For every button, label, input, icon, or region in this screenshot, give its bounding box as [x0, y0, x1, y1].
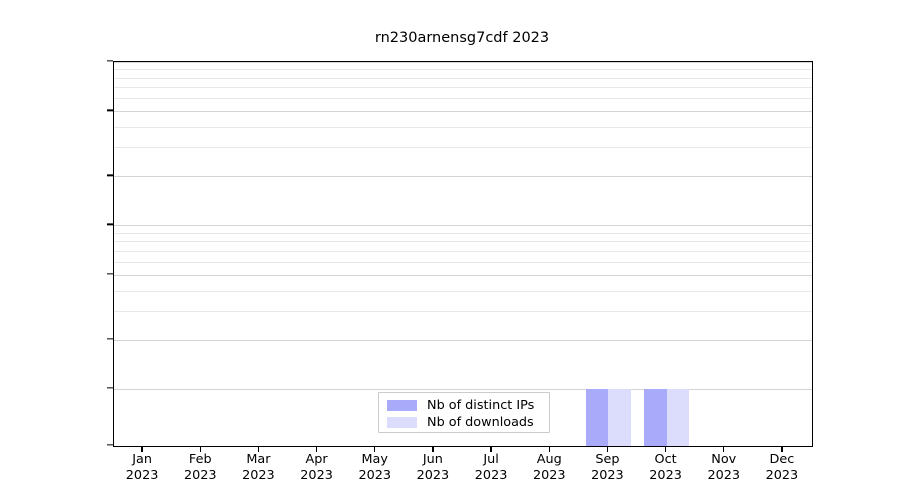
y-tick-mark: [107, 273, 113, 275]
chart-title: rn230arnensg7cdf 2023: [374, 30, 550, 46]
y-tick-mark: [107, 109, 113, 111]
gridline: [114, 62, 812, 63]
gridline: [114, 127, 812, 129]
plot-area: [113, 61, 813, 447]
x-tick-label: Apr 2023: [300, 452, 333, 483]
gridline: [114, 98, 812, 100]
x-tick-label: Jan 2023: [125, 452, 159, 483]
gridline: [114, 241, 812, 243]
bar: [666, 388, 690, 446]
x-tick-label: Aug 2023: [532, 452, 566, 483]
gridline: [114, 388, 812, 390]
bar: [643, 388, 667, 446]
x-tick-mark: [374, 446, 376, 452]
gridline: [114, 232, 812, 234]
legend-swatch-icon: [387, 399, 417, 411]
x-tick-mark: [664, 446, 667, 452]
x-tick-mark: [606, 446, 609, 452]
x-tick-label: Mar 2023: [242, 452, 275, 483]
y-tick-mark: [107, 387, 113, 389]
gridline: [114, 87, 812, 89]
gridline: [114, 69, 812, 71]
gridline: [114, 310, 812, 312]
chart-legend: Nb of distinct IPs Nb of downloads: [378, 392, 550, 433]
legend-label: Nb of downloads: [427, 414, 534, 430]
gridline: [114, 250, 812, 252]
y-tick-mark: [107, 60, 113, 62]
x-tick-mark: [432, 446, 434, 452]
legend-label: Nb of distinct IPs: [427, 397, 535, 413]
y-tick-mark: [107, 338, 113, 340]
y-tick-mark: [107, 444, 113, 446]
legend-item-distinct-ips: Nb of distinct IPs: [387, 397, 543, 413]
x-tick-label: Jun 2023: [416, 452, 450, 483]
gridline: [114, 274, 812, 276]
y-tick-mark: [107, 223, 113, 226]
x-tick-label: Feb 2023: [183, 452, 217, 483]
gridline: [114, 225, 812, 227]
x-tick-mark: [781, 446, 783, 452]
gridline: [114, 111, 812, 113]
x-tick-mark: [723, 446, 725, 452]
gridline: [114, 176, 812, 178]
x-tick-label: Sep 2023: [591, 452, 624, 483]
gridline: [114, 339, 812, 341]
x-tick-label: May 2023: [358, 452, 392, 483]
gridline: [114, 261, 812, 263]
gridline: [114, 290, 812, 292]
x-tick-mark: [315, 446, 318, 452]
bar: [585, 388, 609, 446]
x-tick-label: Dec 2023: [765, 452, 799, 483]
x-tick-mark: [141, 446, 143, 452]
legend-swatch-icon: [387, 416, 417, 428]
x-tick-mark: [548, 446, 550, 452]
gridline: [114, 147, 812, 149]
gridline: [114, 77, 812, 79]
bar: [608, 388, 632, 446]
x-tick-mark: [199, 446, 201, 452]
x-tick-mark: [257, 446, 260, 452]
y-tick-mark: [107, 174, 113, 176]
legend-item-downloads: Nb of downloads: [387, 414, 543, 430]
x-tick-mark: [490, 446, 492, 452]
x-tick-label: Jul 2023: [474, 452, 508, 483]
plot-inner: [114, 62, 812, 446]
x-tick-label: Oct 2023: [649, 452, 682, 483]
x-tick-label: Nov 2023: [707, 452, 741, 483]
